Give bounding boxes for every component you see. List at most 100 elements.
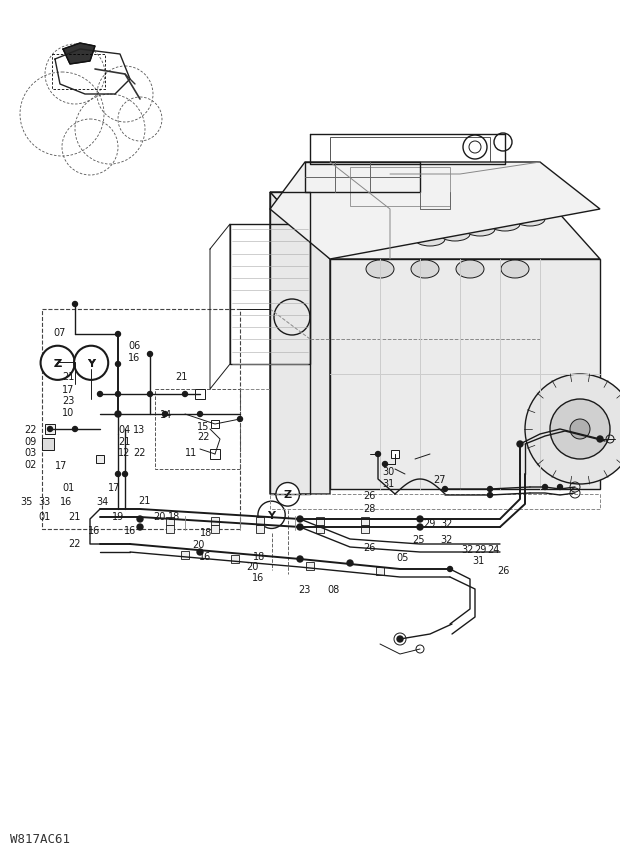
Bar	[256, 525, 264, 533]
Text: 16: 16	[199, 551, 211, 561]
Text: 35: 35	[20, 496, 32, 507]
Circle shape	[115, 332, 120, 337]
Text: 17: 17	[62, 385, 74, 395]
Circle shape	[394, 633, 406, 645]
Circle shape	[73, 302, 78, 307]
Text: 20: 20	[153, 512, 166, 521]
Text: 21: 21	[62, 372, 74, 381]
Text: 01: 01	[62, 483, 74, 492]
Circle shape	[137, 525, 143, 531]
Circle shape	[79, 351, 104, 376]
Bar	[195, 390, 205, 399]
Text: 32: 32	[440, 534, 453, 544]
Bar	[155, 390, 240, 469]
Text: 29: 29	[423, 519, 435, 528]
Text: 06: 06	[128, 340, 140, 351]
Polygon shape	[63, 44, 95, 65]
Bar	[42, 438, 54, 450]
Circle shape	[182, 392, 187, 397]
Bar	[376, 567, 384, 575]
Text: 21: 21	[68, 512, 81, 521]
Text: 26: 26	[497, 566, 510, 575]
Ellipse shape	[366, 261, 394, 279]
Circle shape	[487, 487, 492, 492]
Bar	[350, 168, 450, 206]
Ellipse shape	[501, 261, 529, 279]
Bar	[306, 562, 314, 571]
Text: 29: 29	[474, 544, 486, 554]
Circle shape	[542, 485, 547, 490]
Circle shape	[570, 420, 590, 439]
Circle shape	[443, 487, 448, 492]
Text: 26: 26	[363, 543, 375, 553]
Ellipse shape	[490, 218, 520, 232]
Text: 15: 15	[197, 421, 210, 432]
Circle shape	[376, 452, 381, 457]
Bar	[316, 525, 324, 533]
Text: 17: 17	[108, 483, 120, 492]
Polygon shape	[270, 163, 600, 259]
Circle shape	[115, 392, 120, 397]
Text: 18: 18	[200, 527, 212, 537]
Text: 02: 02	[24, 460, 37, 469]
Circle shape	[597, 437, 603, 443]
Text: 27: 27	[433, 474, 446, 485]
Ellipse shape	[440, 228, 470, 241]
Circle shape	[123, 472, 128, 477]
Text: 31: 31	[472, 555, 484, 566]
Text: Z: Z	[53, 358, 62, 368]
Text: Y: Y	[87, 358, 95, 368]
Polygon shape	[330, 259, 600, 490]
Bar	[211, 421, 219, 428]
Text: 05: 05	[396, 553, 409, 562]
Circle shape	[237, 417, 242, 422]
Ellipse shape	[456, 261, 484, 279]
Bar	[211, 525, 219, 533]
Bar	[42, 310, 240, 530]
Text: 10: 10	[62, 408, 74, 417]
Circle shape	[550, 399, 610, 460]
Text: 16: 16	[128, 352, 140, 363]
Ellipse shape	[465, 223, 495, 237]
Circle shape	[448, 567, 453, 572]
Circle shape	[297, 525, 303, 531]
Circle shape	[297, 556, 303, 562]
Bar	[391, 450, 399, 458]
Text: 28: 28	[363, 503, 375, 514]
Bar	[166, 525, 174, 533]
Circle shape	[115, 411, 121, 417]
Bar	[231, 555, 239, 563]
Text: Z: Z	[53, 358, 62, 368]
Text: 24: 24	[487, 544, 499, 554]
Circle shape	[45, 351, 70, 376]
Bar	[166, 518, 174, 525]
Text: 21: 21	[175, 372, 187, 381]
Circle shape	[148, 392, 153, 397]
Text: 20: 20	[192, 539, 205, 549]
Text: 11: 11	[185, 448, 197, 457]
Text: 25: 25	[412, 534, 425, 544]
Bar	[230, 224, 310, 364]
Bar	[45, 425, 55, 434]
Circle shape	[73, 427, 78, 432]
Text: 33: 33	[38, 496, 50, 507]
Text: 01: 01	[38, 512, 50, 521]
Circle shape	[347, 560, 353, 566]
Text: 22: 22	[197, 432, 210, 442]
Text: 22: 22	[24, 425, 37, 434]
Circle shape	[115, 472, 120, 477]
Text: 23: 23	[62, 396, 74, 405]
Bar	[361, 518, 369, 525]
Text: Y: Y	[87, 358, 95, 368]
Circle shape	[276, 483, 299, 507]
Text: 31: 31	[382, 479, 394, 489]
Text: 32: 32	[440, 519, 453, 528]
Bar	[181, 551, 189, 560]
Text: 23: 23	[298, 584, 311, 595]
Text: 16: 16	[60, 496, 73, 507]
Text: W817AC61: W817AC61	[10, 833, 70, 845]
Text: 12: 12	[118, 448, 130, 457]
Text: 09: 09	[24, 437, 36, 446]
Text: 22: 22	[133, 448, 146, 457]
Polygon shape	[270, 193, 330, 495]
